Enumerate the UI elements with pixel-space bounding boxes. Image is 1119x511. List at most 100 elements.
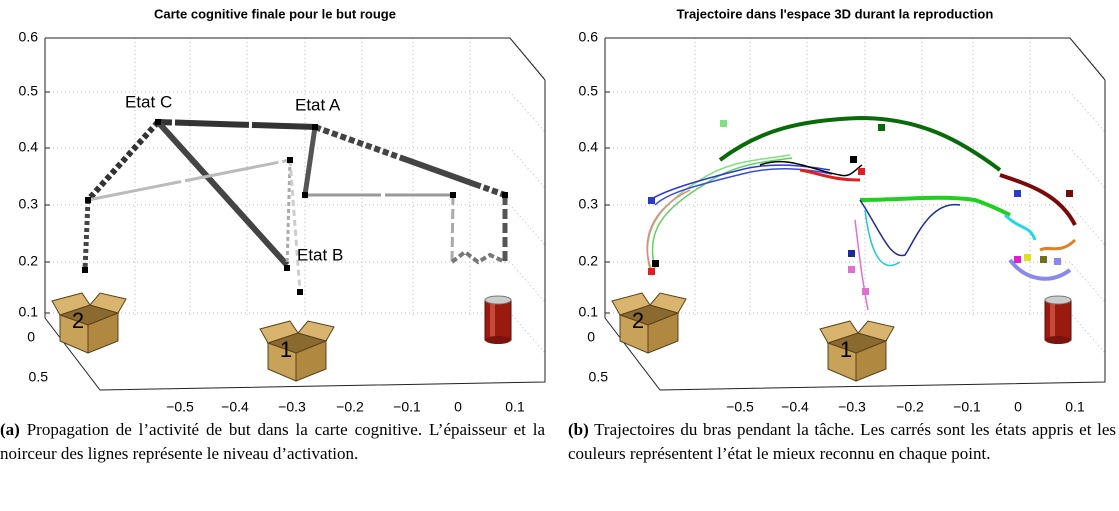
caption: (a) Propagation de l’activité de but dan… bbox=[0, 418, 545, 466]
shape bbox=[312, 124, 318, 130]
box-label: 2 bbox=[632, 308, 644, 333]
caption: (b) Trajectoires du bras pendant la tâch… bbox=[568, 418, 1116, 466]
shape bbox=[287, 157, 293, 163]
axis bbox=[604, 38, 1106, 391]
x-tick-label: 0.1 bbox=[1065, 399, 1085, 415]
shape bbox=[82, 119, 508, 295]
shape bbox=[288, 159, 302, 293]
shape bbox=[858, 168, 865, 175]
shape bbox=[450, 192, 456, 198]
grid-line bbox=[605, 261, 1106, 303]
shape bbox=[862, 288, 869, 295]
shape bbox=[848, 250, 855, 257]
shape bbox=[302, 126, 318, 196]
caption-label: (a) bbox=[0, 420, 20, 439]
z-tick-label: 0.4 bbox=[19, 139, 39, 155]
x-tick-label: −0.5 bbox=[726, 399, 754, 415]
x-tick-label: −0.1 bbox=[393, 399, 421, 415]
shape bbox=[450, 249, 506, 265]
x-tick-label: 0.1 bbox=[505, 399, 525, 415]
z-tick-label: 0.1 bbox=[579, 304, 599, 320]
grid-line bbox=[605, 91, 1106, 133]
x-tick-label: 0 bbox=[454, 399, 462, 415]
shape bbox=[1024, 254, 1031, 261]
z-tick-label: 0.3 bbox=[579, 196, 599, 212]
figure: Carte cognitive finale pour le but rouge… bbox=[19, 6, 1106, 415]
shape bbox=[652, 260, 659, 267]
shape bbox=[87, 158, 291, 202]
shape bbox=[82, 267, 88, 273]
box-icon bbox=[819, 320, 895, 382]
box-label: 2 bbox=[72, 308, 84, 333]
shape bbox=[648, 268, 655, 275]
can-icon bbox=[1044, 295, 1072, 345]
z-tick-label: 0.6 bbox=[579, 29, 599, 45]
shape bbox=[82, 199, 91, 271]
panel-title: Trajectoire dans l'espace 3D durant la r… bbox=[677, 6, 994, 21]
shape bbox=[155, 119, 290, 268]
axis bbox=[45, 37, 546, 81]
shape bbox=[848, 266, 855, 273]
grid-line bbox=[45, 91, 546, 133]
x-tick-label: −0.2 bbox=[896, 399, 924, 415]
caption-text: Trajectoires du bras pendant la tâche. L… bbox=[568, 420, 1116, 463]
z-tick-label: 0.2 bbox=[19, 253, 39, 269]
shape bbox=[759, 160, 863, 177]
state-label: Etat C bbox=[125, 92, 172, 111]
shape bbox=[85, 119, 161, 203]
trajectories bbox=[646, 115, 1077, 311]
caption-text: Propagation de l’activité de but dans la… bbox=[0, 420, 546, 463]
shape bbox=[155, 119, 161, 125]
z-tick-label: 0.2 bbox=[579, 253, 599, 269]
y-tick-label: 0.5 bbox=[29, 369, 49, 385]
z-tick-label: 0.4 bbox=[579, 139, 599, 155]
shape bbox=[1008, 258, 1072, 281]
box-label: 1 bbox=[280, 337, 292, 362]
caption-label: (b) bbox=[568, 420, 589, 439]
shape bbox=[999, 173, 1077, 226]
shape bbox=[878, 124, 885, 131]
shape bbox=[502, 192, 508, 198]
shape bbox=[313, 124, 507, 198]
shape bbox=[302, 192, 308, 198]
x-tick-label: −0.1 bbox=[953, 399, 981, 415]
shape bbox=[718, 115, 1002, 172]
x-tick-label: −0.3 bbox=[278, 399, 306, 415]
shape bbox=[1014, 256, 1021, 263]
shape bbox=[297, 289, 303, 295]
x-tick-label: −0.4 bbox=[221, 399, 249, 415]
x-tick-label: −0.3 bbox=[838, 399, 866, 415]
shape bbox=[450, 194, 455, 263]
grid-line bbox=[45, 261, 546, 303]
cognitive-map bbox=[82, 119, 508, 295]
z-tick-label: 0.6 bbox=[19, 29, 39, 45]
can-icon bbox=[484, 295, 512, 345]
shape bbox=[1003, 213, 1037, 241]
shape bbox=[649, 164, 831, 201]
shape bbox=[157, 119, 316, 130]
x-tick-label: −0.2 bbox=[336, 399, 364, 415]
x-tick-label: −0.5 bbox=[166, 399, 194, 415]
y-tick-label: 0 bbox=[27, 329, 35, 345]
shape bbox=[864, 209, 901, 267]
x-tick-label: −0.4 bbox=[781, 399, 809, 415]
grid-line bbox=[45, 204, 546, 246]
box-label: 1 bbox=[840, 337, 852, 362]
panel-title: Carte cognitive finale pour le but rouge bbox=[154, 6, 396, 21]
shape bbox=[646, 154, 791, 271]
shape bbox=[648, 120, 1073, 295]
panel-b: Trajectoire dans l'espace 3D durant la r… bbox=[579, 6, 1106, 415]
z-tick-label: 0.5 bbox=[579, 83, 599, 99]
shape bbox=[799, 168, 861, 182]
axis bbox=[44, 38, 546, 391]
box-icon bbox=[611, 292, 687, 354]
shape bbox=[859, 199, 961, 257]
shape bbox=[1014, 190, 1021, 197]
grid-line bbox=[605, 147, 1106, 189]
y-tick-label: 0 bbox=[587, 329, 595, 345]
shape bbox=[1066, 190, 1073, 197]
shape bbox=[648, 197, 655, 204]
shape bbox=[646, 189, 691, 273]
shape bbox=[85, 197, 91, 203]
